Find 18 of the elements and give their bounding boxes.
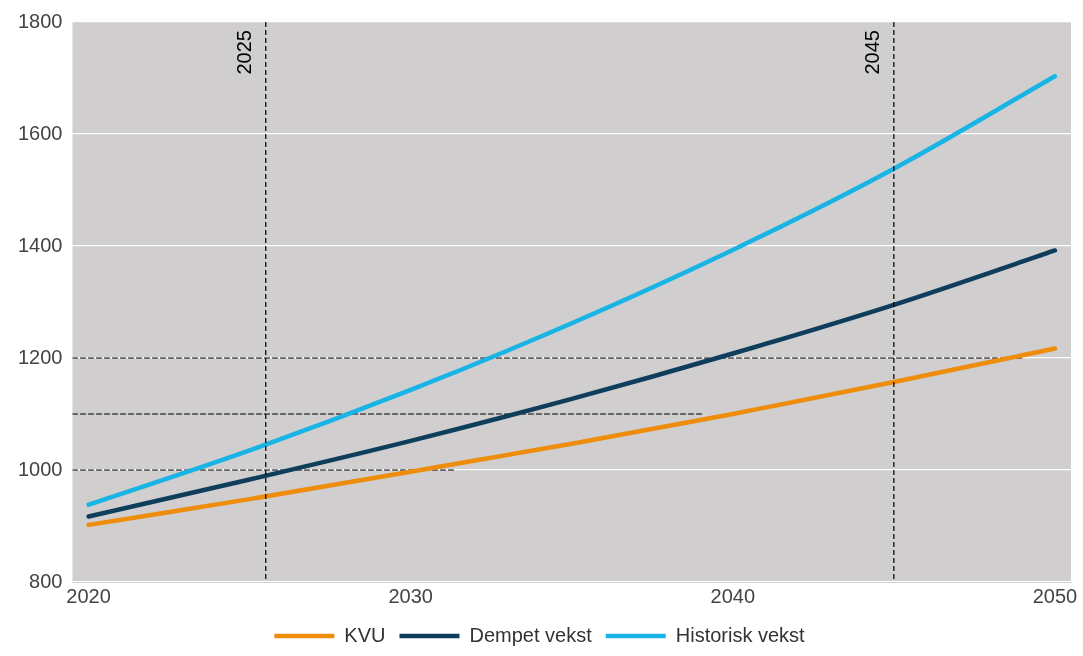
ref-line-label: 2025 xyxy=(233,30,256,75)
y-tick-label: 1000 xyxy=(17,457,63,480)
legend-label: Historisk vekst xyxy=(675,623,806,646)
y-tick-label: 1600 xyxy=(17,121,63,144)
y-tick-label: 800 xyxy=(29,569,63,592)
x-tick-label: 2020 xyxy=(66,584,111,607)
legend-label: Dempet vekst xyxy=(469,623,593,646)
line-series xyxy=(86,74,1058,507)
line-series xyxy=(86,346,1058,528)
line-series xyxy=(86,248,1058,519)
x-tick-label: 2040 xyxy=(710,584,756,607)
legend-label: KVU xyxy=(344,623,386,646)
y-tick-label: 1800 xyxy=(17,9,63,32)
x-tick-label: 2030 xyxy=(388,584,433,607)
y-tick-label: 1400 xyxy=(17,233,63,256)
y-tick-label: 1200 xyxy=(17,345,63,368)
x-tick-label: 2050 xyxy=(1032,584,1078,607)
ref-line-label: 2045 xyxy=(861,30,884,75)
